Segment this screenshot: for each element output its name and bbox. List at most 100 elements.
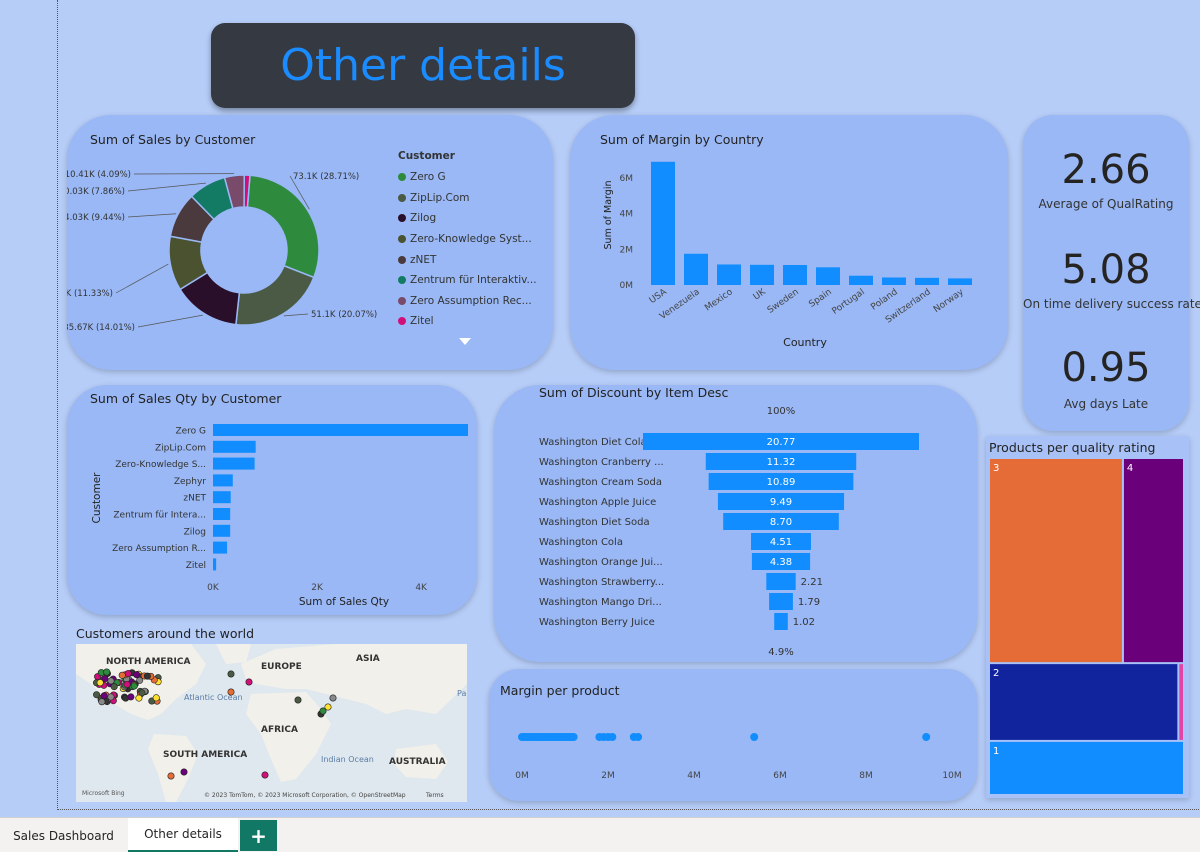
customer-point[interactable] [261,771,269,779]
legend-item[interactable]: Zentrum für Interaktiv... [398,270,537,291]
sales-qty-chart[interactable]: Zero G ZipLip.Com Zero-Knowledge S... Zephy… [67,410,477,610]
customer-point[interactable] [329,694,337,702]
customer-point[interactable] [130,682,138,690]
funnel-bar[interactable] [708,473,854,490]
margin-product-chart[interactable]: 0M 2M 4M 6M 8M 10M [489,710,977,795]
customer-point[interactable] [136,676,144,684]
tab-other-details[interactable]: Other details [128,818,238,852]
legend-item[interactable]: Zero G [398,167,537,188]
donut-leader-line[interactable] [137,314,203,328]
customer-point[interactable] [123,680,131,688]
donut-leader-line[interactable] [115,263,169,294]
donut-slice[interactable] [243,174,251,208]
world-map-svg[interactable]: NORTH AMERICA EUROPE ASIA AFRICA SOUTH A… [76,644,467,802]
qty-bar[interactable] [213,541,228,554]
donut-slice[interactable] [246,174,320,279]
country-bar[interactable] [717,264,741,285]
tab-sales-dashboard[interactable]: Sales Dashboard [13,828,114,843]
qty-bar[interactable] [213,508,231,520]
funnel-bar[interactable] [705,453,857,470]
funnel-bar[interactable] [774,613,788,630]
country-bar[interactable] [750,264,774,285]
customer-point[interactable] [143,672,151,680]
qty-bar[interactable] [213,457,255,470]
funnel-bar[interactable] [751,553,811,570]
country-bar[interactable] [783,265,807,285]
customer-points[interactable] [92,668,337,780]
donut-leader-line[interactable] [289,175,310,210]
legend-item[interactable]: ZipLip.Com [398,188,537,209]
scatter-point[interactable] [569,733,578,741]
country-bar[interactable] [684,253,708,285]
sales-qty-card[interactable] [67,385,477,615]
legend-item[interactable]: zNET [398,249,537,270]
customer-point[interactable] [124,670,132,678]
funnel-bar[interactable] [643,433,919,450]
country-bar[interactable] [651,161,675,285]
customer-point[interactable] [118,671,126,679]
treemap-tile[interactable] [990,741,1183,794]
treemap-tile[interactable] [990,459,1122,663]
customer-point[interactable] [227,670,235,678]
customer-point[interactable] [324,703,332,711]
customer-point[interactable] [319,707,327,715]
customer-point[interactable] [107,677,115,685]
customer-point[interactable] [138,689,146,697]
treemap-tile[interactable] [1179,664,1183,740]
qty-bar[interactable] [213,424,468,436]
treemap-tile[interactable] [990,664,1178,740]
customer-point[interactable] [96,679,104,687]
country-bar[interactable] [816,267,840,285]
triangle-down-icon[interactable] [459,338,471,345]
donut-leader-line[interactable] [127,213,177,218]
customer-point[interactable] [135,694,143,702]
legend-item[interactable]: Zero Assumption Rec... [398,291,537,312]
discount-funnel-chart[interactable]: 100% Washington Diet Cola 20.77 Washington … [494,400,977,660]
funnel-bar[interactable] [717,493,845,510]
legend-item[interactable]: Zitel [398,311,537,332]
scatter-point[interactable] [608,733,617,741]
customer-point[interactable] [167,772,175,780]
donut-leader-line[interactable] [283,313,309,317]
funnel-bar[interactable] [769,593,793,610]
customer-point[interactable] [127,693,135,701]
treemap-tile[interactable] [1123,459,1183,663]
customer-point[interactable] [103,668,111,676]
scatter-point[interactable] [750,733,759,741]
customer-point[interactable] [227,688,235,696]
donut-slice[interactable] [235,264,315,326]
country-bar[interactable] [849,275,873,285]
customer-point[interactable] [245,678,253,686]
customer-point[interactable] [152,694,160,702]
customer-point[interactable] [100,692,108,700]
customer-point[interactable] [294,696,302,704]
funnel-bar[interactable] [723,513,839,530]
qty-bar[interactable] [213,524,231,537]
qty-bar[interactable] [213,474,233,487]
country-bar[interactable] [915,277,939,285]
funnel-bar[interactable] [751,533,811,550]
add-page-button[interactable]: + [240,820,277,851]
funnel-bar[interactable] [766,573,796,590]
customer-point[interactable] [110,683,118,691]
donut-leader-line[interactable] [127,182,206,192]
margin-by-country-card[interactable] [570,115,1008,370]
map-terms-link[interactable]: Terms [425,792,444,799]
legend-item[interactable]: Zilog [398,208,537,229]
scatter-point[interactable] [634,733,643,741]
quality-treemap-chart[interactable]: 3 4 2 1 [989,458,1184,795]
customer-point[interactable] [133,671,141,679]
sales-donut-chart[interactable]: 73.1K (28.71%) 51.1K (20.07%) 35.67K (14.0… [67,150,397,360]
qty-bar[interactable] [213,440,256,453]
qty-bar[interactable] [213,491,231,504]
scatter-point[interactable] [922,733,931,741]
country-bar[interactable] [882,277,906,286]
customers-map[interactable]: NORTH AMERICA EUROPE ASIA AFRICA SOUTH A… [76,644,467,802]
legend-item[interactable]: Zero-Knowledge Syst... [398,229,537,250]
customer-point[interactable] [107,693,115,701]
customer-point[interactable] [180,768,188,776]
customer-point[interactable] [98,698,106,706]
customer-point[interactable] [93,691,101,699]
country-bar[interactable] [948,278,972,285]
